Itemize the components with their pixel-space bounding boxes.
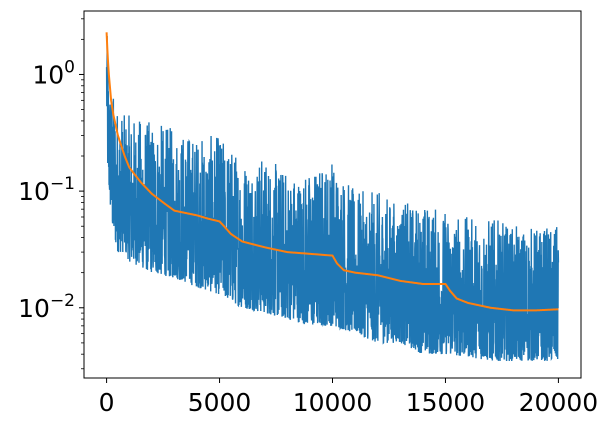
x-tick-label: 15000 bbox=[406, 388, 486, 417]
x-axis: 0 5000 10000 15000 20000 bbox=[99, 378, 599, 417]
x-tick-label: 20000 bbox=[519, 388, 599, 417]
y-tick-label: 100 bbox=[32, 57, 75, 89]
y-axis: 10−2 10−1 100 bbox=[18, 18, 84, 370]
y-tick-label: 10−1 bbox=[18, 174, 75, 206]
x-tick-label: 5000 bbox=[188, 388, 252, 417]
x-tick-label: 10000 bbox=[293, 388, 373, 417]
x-tick-label: 0 bbox=[99, 388, 115, 417]
raw-loss-line bbox=[105, 36, 560, 362]
series-layer bbox=[105, 32, 560, 362]
smoothed-loss-line bbox=[105, 32, 559, 312]
plot-area bbox=[105, 32, 560, 362]
y-tick-label: 10−2 bbox=[18, 291, 75, 323]
